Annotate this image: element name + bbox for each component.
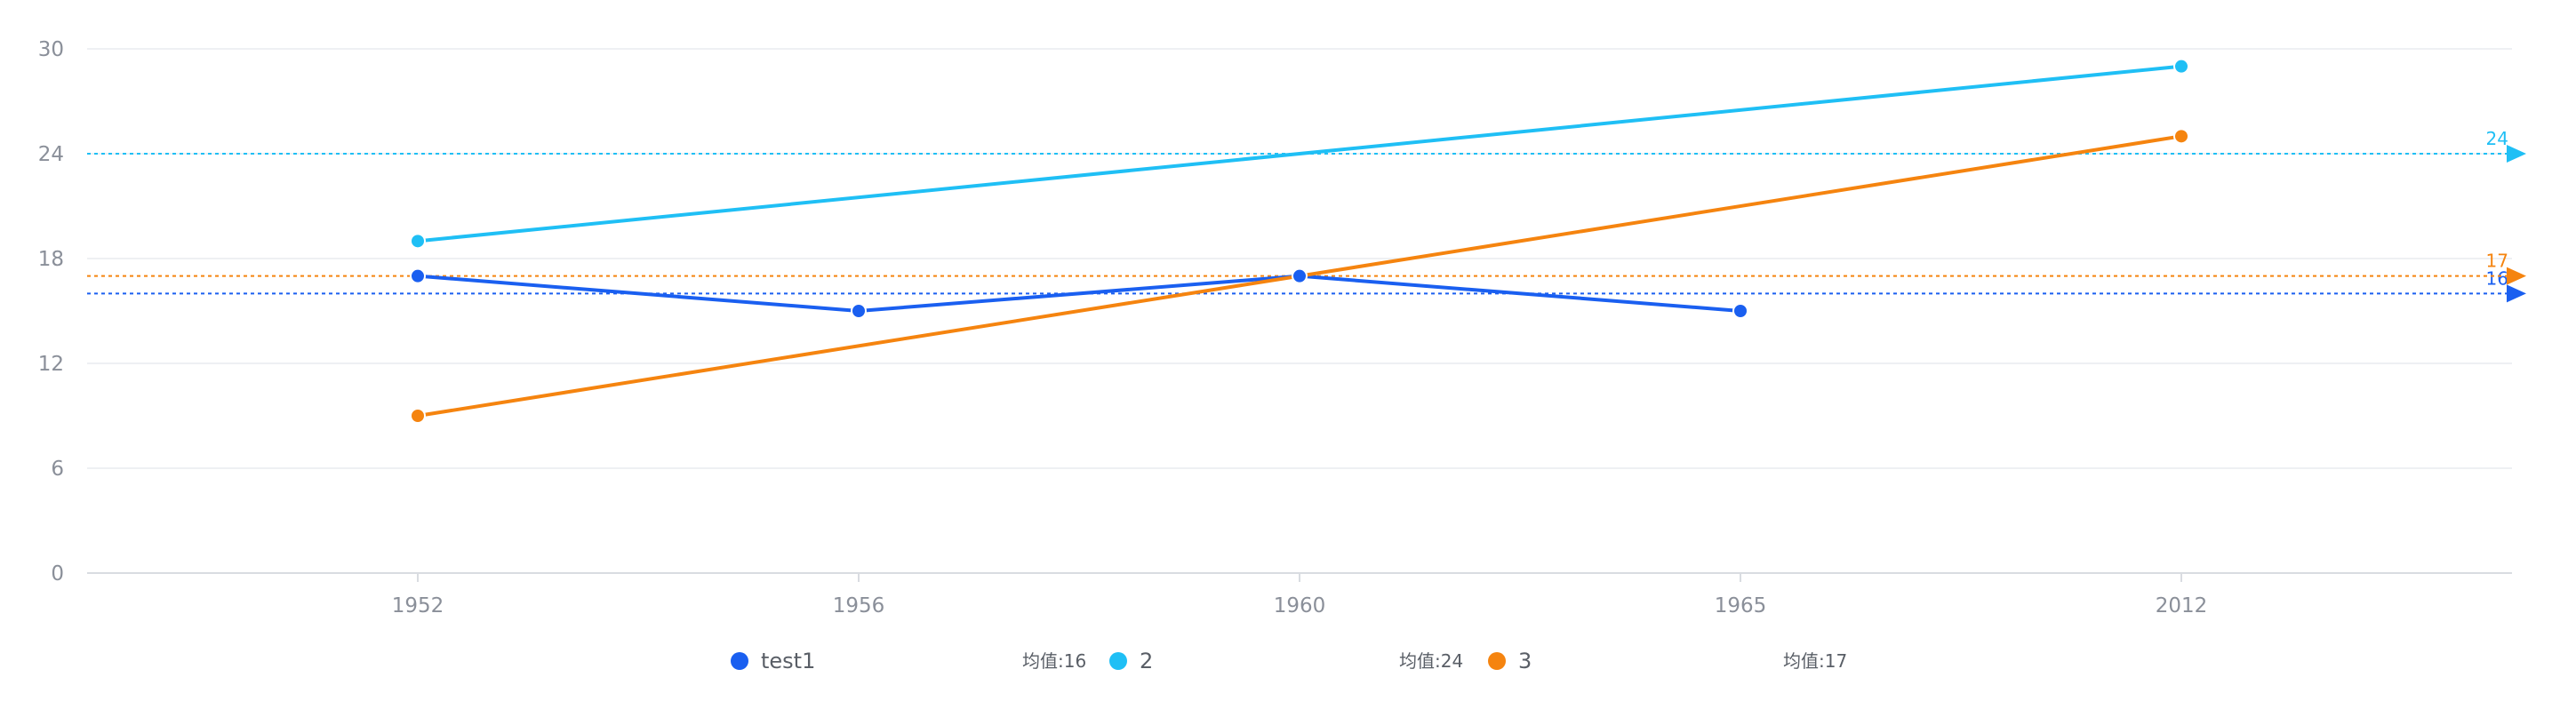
y-tick-label-18: 18 xyxy=(38,248,64,271)
legend-item-2[interactable]: 2 xyxy=(1109,643,1153,679)
y-tick-label-0: 0 xyxy=(51,562,64,586)
mean-arrow-test1 xyxy=(2507,284,2526,303)
legend-item-test1[interactable]: test1 xyxy=(731,643,815,679)
legend-label-2: 2 xyxy=(1140,649,1154,673)
legend-item-3[interactable]: 3 xyxy=(1488,643,1532,679)
legend-marker-test1 xyxy=(731,652,748,670)
legend-mean-2: 均值:24 xyxy=(1399,650,1464,672)
data-point-2-1952[interactable] xyxy=(410,233,426,250)
legend-marker-2 xyxy=(1109,652,1127,670)
x-tick-label-1952: 1952 xyxy=(392,594,444,617)
data-point-test1-1952[interactable] xyxy=(410,267,426,284)
mean-arrow-2 xyxy=(2507,145,2526,163)
data-point-test1-1960[interactable] xyxy=(1292,267,1308,284)
legend-label-test1: test1 xyxy=(761,649,816,673)
series-line-test1 xyxy=(417,274,1741,313)
series-line-2 xyxy=(417,64,2182,243)
legend-marker-3 xyxy=(1488,652,1506,670)
y-tick-label-24: 24 xyxy=(38,143,64,166)
legend-label-3: 3 xyxy=(1518,649,1532,673)
mean-value-label-3: 17 xyxy=(2486,251,2508,272)
mean-arrow-3 xyxy=(2507,267,2526,285)
data-point-3-2012[interactable] xyxy=(2173,128,2189,145)
x-tick-label-1956: 1956 xyxy=(833,594,885,617)
y-tick-label-12: 12 xyxy=(38,353,64,376)
legend-mean-3: 均值:17 xyxy=(1783,650,1848,672)
x-tick-label-2012: 2012 xyxy=(2156,594,2208,617)
legend: test1 均值:16 2 均值:24 3 均值:17 xyxy=(0,643,2576,679)
x-tick-label-1965: 1965 xyxy=(1715,594,1767,617)
legend-mean-test1: 均值:16 xyxy=(1022,650,1087,672)
x-tick-label-1960: 1960 xyxy=(1274,594,1326,617)
data-point-3-1952[interactable] xyxy=(410,408,426,424)
data-point-2-2012[interactable] xyxy=(2173,58,2189,75)
y-tick-label-30: 30 xyxy=(38,38,64,61)
y-tick-label-6: 6 xyxy=(51,458,64,481)
data-point-test1-1956[interactable] xyxy=(851,303,867,319)
mean-value-label-2: 24 xyxy=(2486,128,2508,149)
mean-value-label-test1: 16 xyxy=(2486,267,2508,289)
data-point-test1-1965[interactable] xyxy=(1732,303,1748,319)
